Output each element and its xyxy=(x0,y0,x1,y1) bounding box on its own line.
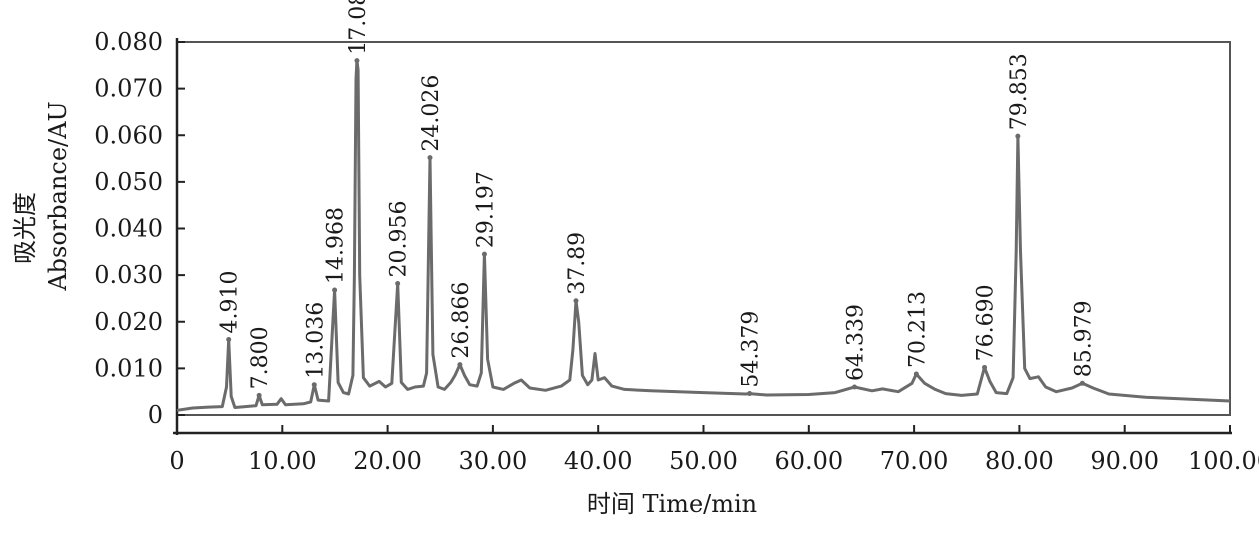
peak-label: 14.968 xyxy=(324,207,349,284)
peak-label: 17.089 xyxy=(346,0,371,55)
peak-point xyxy=(427,155,433,161)
peak-label: 29.197 xyxy=(473,171,498,248)
peak-point xyxy=(311,382,317,388)
x-tick-label: 50.00 xyxy=(669,447,738,475)
peak-label: 54.379 xyxy=(739,311,764,388)
peak-point xyxy=(913,371,919,377)
y-axis-title-english: Absorbance/AU xyxy=(44,101,72,291)
plot-area: 0 10.00 20.00 30.00 40.00 50.00 60.00 70.00 80.0… xyxy=(94,0,1259,475)
y-tick-label: 0.050 xyxy=(94,168,163,196)
peak-label: 26.866 xyxy=(449,282,474,359)
y-tick-label: 0.010 xyxy=(94,354,163,382)
peak-point xyxy=(256,392,262,398)
y-tick-label: 0 xyxy=(148,401,163,429)
x-tick-label: 40.00 xyxy=(564,447,633,475)
x-axis-title: 时间 Time/min xyxy=(587,490,757,518)
x-tick-label: 0 xyxy=(169,447,184,475)
peak-label: 79.853 xyxy=(1007,53,1032,130)
peak-point xyxy=(573,298,579,304)
x-tick-label: 70.00 xyxy=(880,447,949,475)
peak-label: 24.026 xyxy=(419,75,444,152)
peak-point xyxy=(1079,380,1085,386)
peak-label: 7.800 xyxy=(248,326,273,389)
y-tick-label: 0.040 xyxy=(94,215,163,243)
peak-label: 37.89 xyxy=(565,232,590,295)
y-tick-label: 0.020 xyxy=(94,308,163,336)
peak-point xyxy=(354,58,360,64)
x-tick-label: 60.00 xyxy=(774,447,843,475)
peak-point xyxy=(747,391,753,397)
peak-label: 76.690 xyxy=(974,284,999,361)
y-tick-label: 0.080 xyxy=(94,28,163,56)
x-tick-label: 10.00 xyxy=(248,447,317,475)
x-tick-label: 20.00 xyxy=(353,447,422,475)
x-tick-label: 80.00 xyxy=(985,447,1054,475)
peak-label: 64.339 xyxy=(844,304,869,381)
peak-point xyxy=(982,364,988,370)
peak-label: 85.979 xyxy=(1071,300,1096,377)
x-tick-label: 90.00 xyxy=(1090,447,1159,475)
peak-label: 70.213 xyxy=(905,291,930,368)
y-tick-label: 0.070 xyxy=(94,75,163,103)
peak-point xyxy=(457,362,463,368)
peak-label: 13.036 xyxy=(303,302,328,379)
peak-point xyxy=(851,384,857,390)
chromatogram-trace xyxy=(176,59,1231,412)
y-axis-title-chinese: 吸光度 xyxy=(11,192,39,264)
x-tick-label: 30.00 xyxy=(459,447,528,475)
peak-label: 4.910 xyxy=(218,271,243,334)
peak-point xyxy=(1015,133,1021,139)
peak-point xyxy=(332,287,338,293)
x-tick-label: 100.00 xyxy=(1188,447,1259,475)
y-tick-label: 0.030 xyxy=(94,261,163,289)
peak-label: 20.956 xyxy=(387,201,412,278)
y-tick-label: 0.060 xyxy=(94,121,163,149)
peak-point xyxy=(226,336,232,342)
peak-point xyxy=(481,251,487,257)
peak-point xyxy=(395,281,401,287)
